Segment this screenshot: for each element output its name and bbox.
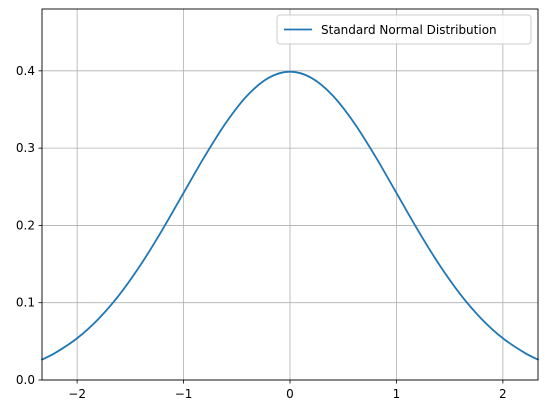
x-tick-label: 0 [286, 387, 294, 401]
y-tick-label: 0.0 [16, 373, 35, 387]
x-tick-label: 1 [393, 387, 401, 401]
y-tick-label: 0.2 [16, 218, 35, 232]
y-tick-label: 0.4 [16, 64, 35, 78]
x-tick-label: 2 [499, 387, 507, 401]
legend-box [276, 14, 532, 45]
ticks: −2 −1 0 1 2 0.0 0.1 0.2 0.3 0.4 [16, 64, 507, 401]
legend: Standard Normal Distribution [276, 14, 532, 45]
grid [42, 9, 538, 381]
y-tick-label: 0.1 [16, 296, 35, 310]
x-tick-label: −1 [175, 387, 193, 401]
y-tick-label: 0.3 [16, 141, 35, 155]
series-line-standard-normal [41, 70, 539, 361]
legend-label: Standard Normal Distribution [321, 23, 497, 37]
x-tick-label: −2 [68, 387, 86, 401]
